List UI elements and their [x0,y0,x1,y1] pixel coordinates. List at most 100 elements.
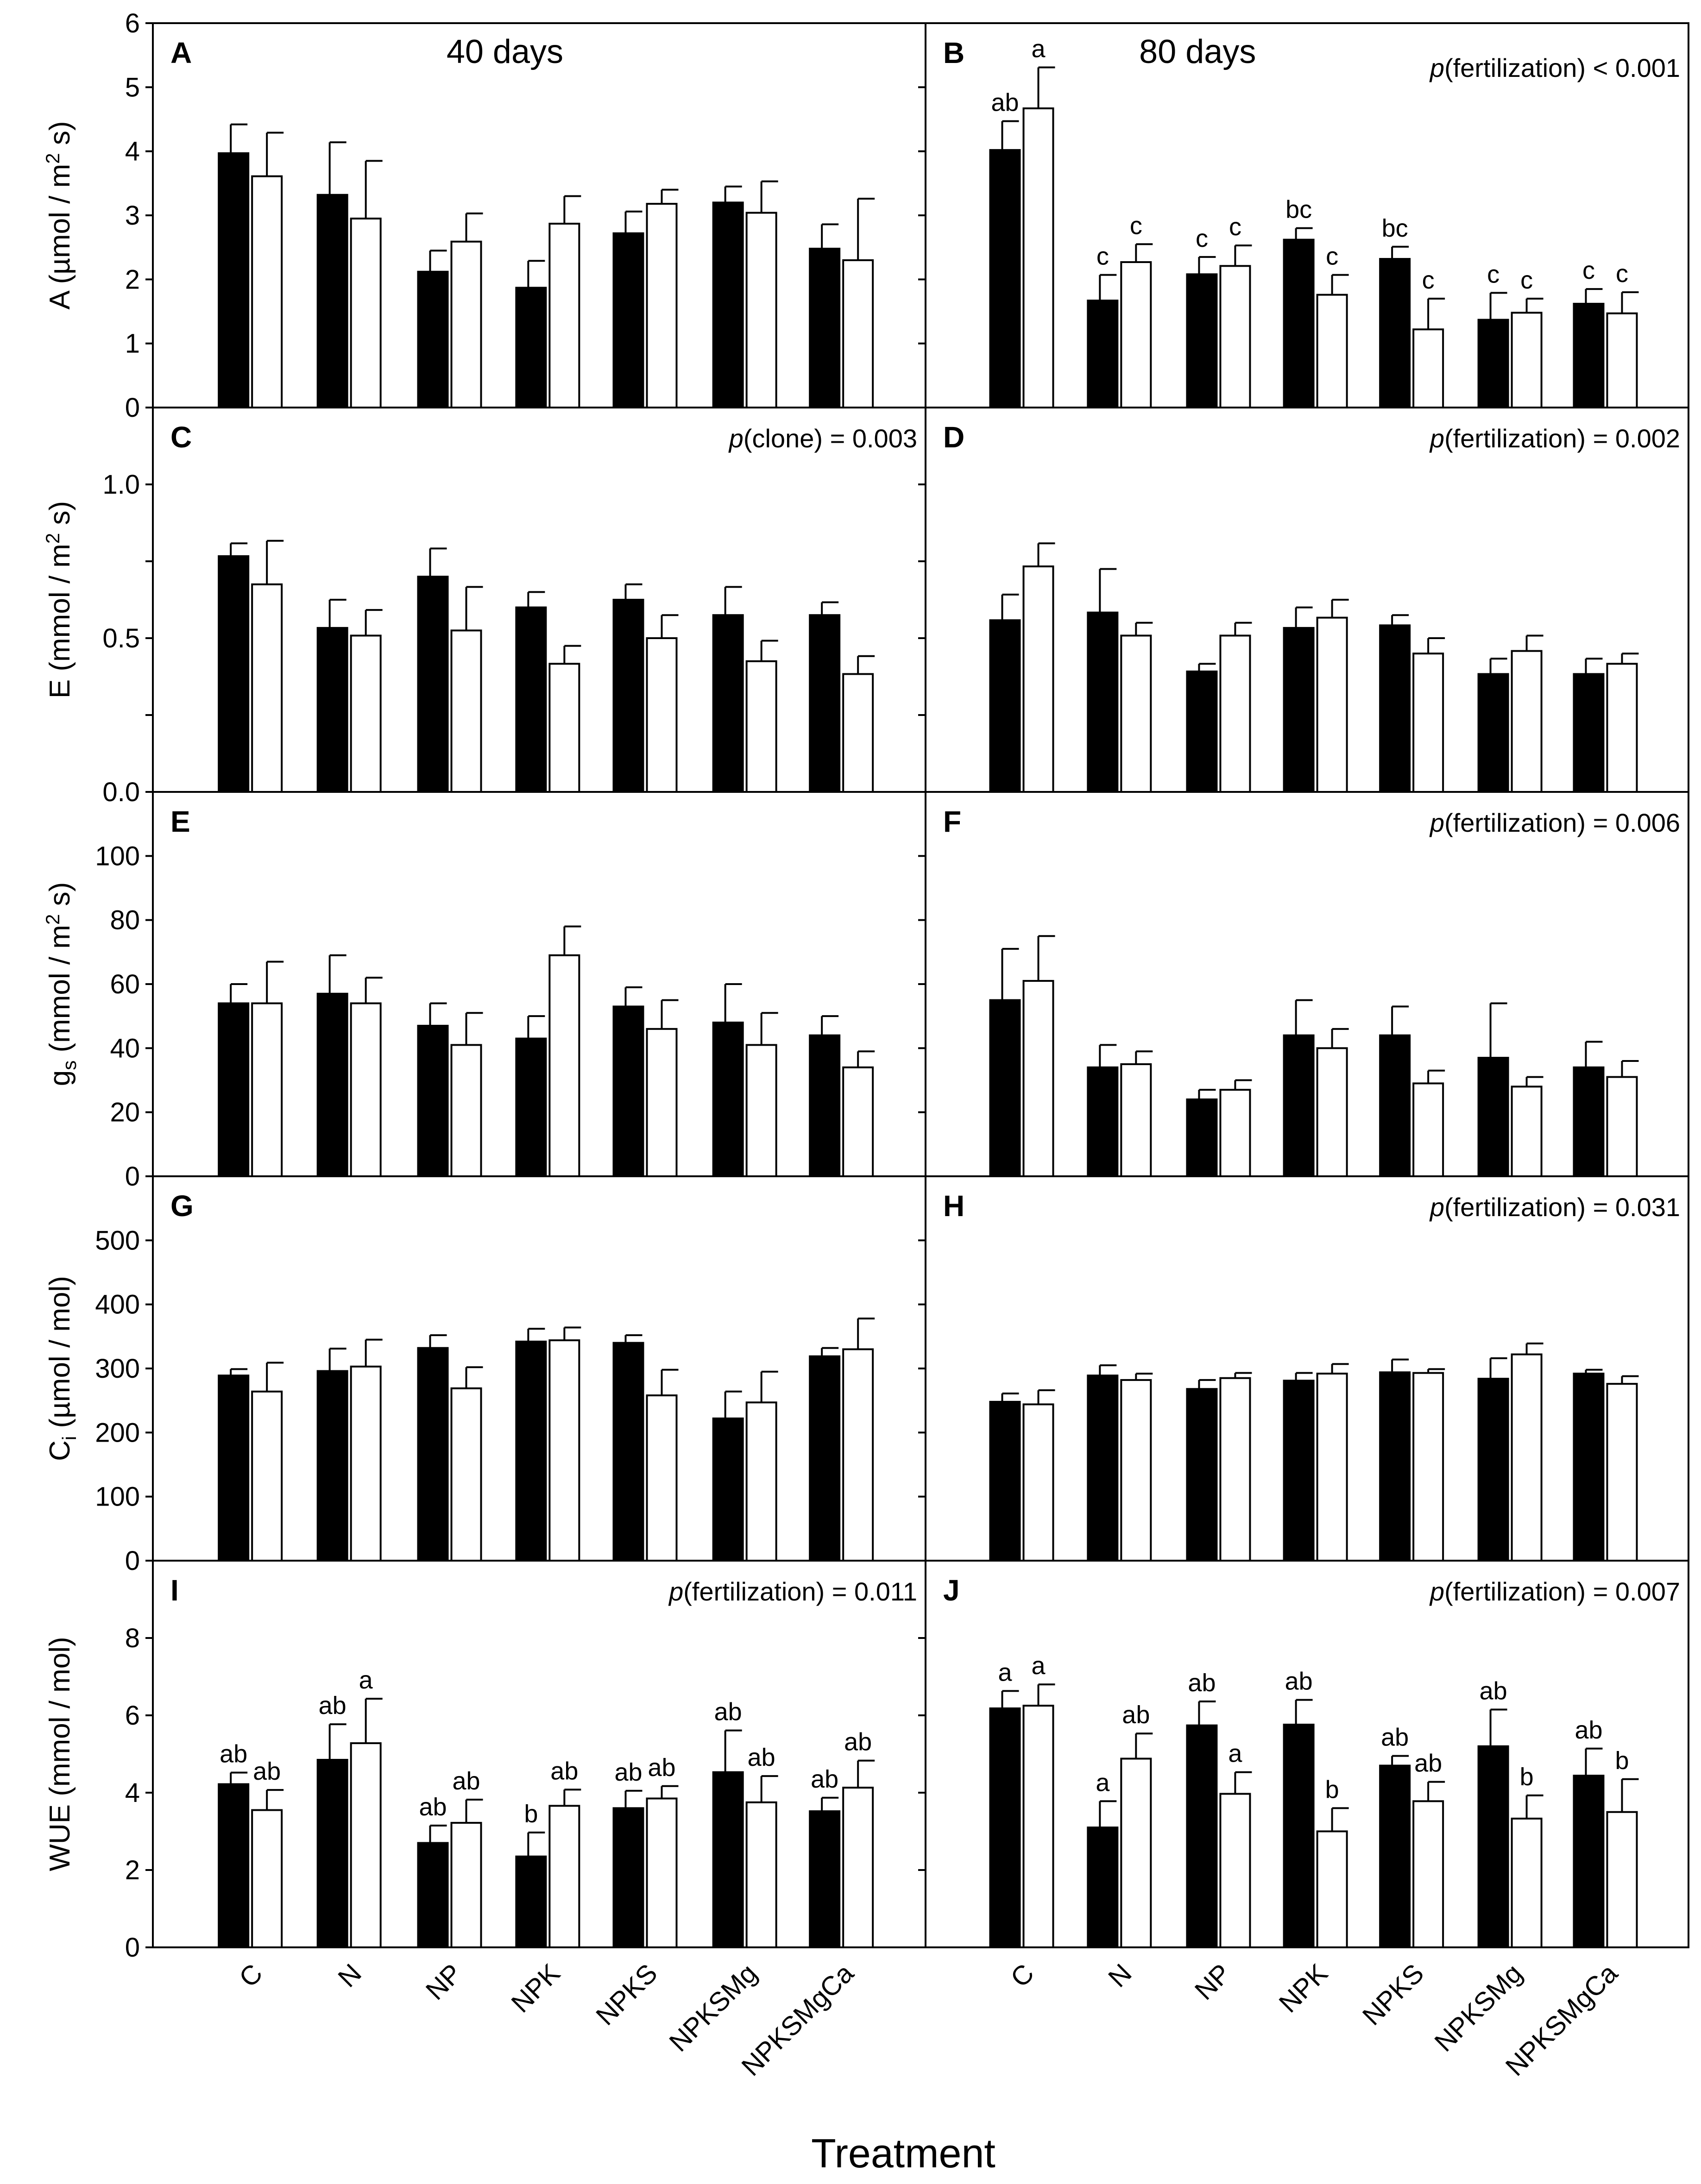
panel-label: J [943,1574,960,1607]
panel-label: C [170,420,192,454]
stat-text: p(fertilization) = 0.031 [1429,1192,1680,1222]
bar [842,1348,874,1562]
significance-letter: ab [253,1757,281,1785]
y-tick-label: 1.0 [102,470,140,500]
x-category-label: NPK [505,1958,566,2019]
bar [745,1801,777,1948]
bar [1087,1374,1119,1562]
x-category-label: NPKS [590,1958,663,2031]
x-category-label: NP [420,1958,468,2006]
panel-label: E [170,805,190,838]
bar [1316,1373,1348,1562]
bar [251,583,283,793]
significance-letter: c [1422,266,1435,294]
bar [612,599,644,793]
bar [612,232,644,408]
bar [1573,1066,1605,1177]
stat-text: p(fertilization) = 0.011 [668,1577,917,1606]
y-axis-label: A (µmol / m2 s) [42,121,76,310]
bar [989,999,1021,1177]
significance-letter: c [1096,243,1109,270]
bar [350,634,382,793]
y-tick-label: 40 [110,1033,140,1063]
stat-p: p [728,424,743,453]
significance-letter: ab [844,1728,872,1756]
bar [745,212,777,408]
bar [1022,980,1054,1177]
y-axis-label-end: (mmol / m [44,925,76,1061]
panel-E: 0 20 40 60 80 100 Egs (mmol / m2 s) [42,791,926,1192]
bar [1022,107,1054,408]
panel-label: A [170,36,192,69]
significance-letter: c [1196,225,1208,252]
bar [1511,1353,1543,1562]
y-tick-label: 100 [95,1482,140,1512]
stat-value: (clone) = 0.003 [743,424,917,453]
bar [1511,1817,1543,1949]
y-tick-label: 60 [110,969,140,999]
y-axis-label-main: g [44,1070,76,1086]
bar [1412,653,1444,793]
bar [646,637,678,793]
bar [515,1340,547,1562]
bar [612,1005,644,1178]
x-category-label: NPKSMg [1429,1958,1528,2058]
x-category-label: N [1102,1958,1138,1993]
stat-p: p [668,1577,683,1606]
stat-p: p [1429,1577,1444,1606]
bar [712,201,744,408]
bar [842,259,874,408]
bar [1606,1076,1638,1177]
bar [1477,673,1509,793]
stat-value: (fertilization) = 0.031 [1444,1192,1680,1222]
y-tick-label: 6 [125,1701,140,1731]
bar [1316,1830,1348,1948]
significance-letter: a [1031,35,1046,63]
bar [548,663,580,793]
bar [1511,1086,1543,1177]
panel-label: F [943,805,961,838]
y-axis-label-end: s) [44,501,76,533]
y-tick-label: 100 [95,841,140,871]
significance-letter: ab [419,1793,447,1821]
y-tick-label: 1 [125,329,140,359]
y-tick-label: 300 [95,1354,140,1384]
significance-letter: ab [319,1692,346,1720]
y-axis-label-main: A (µmol / m [44,164,76,310]
bar [712,1771,744,1949]
bar [1477,1745,1509,1949]
bar [646,203,678,408]
bar [350,217,382,408]
bar [1316,616,1348,793]
stat-p: p [1429,808,1444,837]
y-axis-label-tail: s) [44,882,76,914]
significance-letter: a [1228,1740,1242,1768]
significance-letter: c [1616,260,1628,288]
bar [745,1044,777,1178]
bar [1022,565,1054,793]
bar [1477,319,1509,408]
y-tick-label: 3 [125,201,140,231]
y-tick-label: 400 [95,1290,140,1320]
bar [842,673,874,793]
bar [1120,1379,1152,1562]
significance-letter: bc [1285,196,1312,224]
panel-G: 0 100 200 300 400 500 G Ci (µmol / mol) [44,1175,926,1576]
significance-letter: ab [1575,1716,1602,1744]
y-tick-label: 5 [125,72,140,102]
bar [417,1024,449,1178]
stat-value: (fertilization) = 0.007 [1444,1577,1680,1606]
bar [1219,1793,1251,1948]
bar [417,270,449,408]
bar [1573,1373,1605,1562]
x-category-label: C [1005,1958,1040,1993]
bar [1606,1383,1638,1562]
bar [417,1347,449,1562]
bar [1412,328,1444,408]
bar [515,1037,547,1177]
bar [1573,1775,1605,1948]
